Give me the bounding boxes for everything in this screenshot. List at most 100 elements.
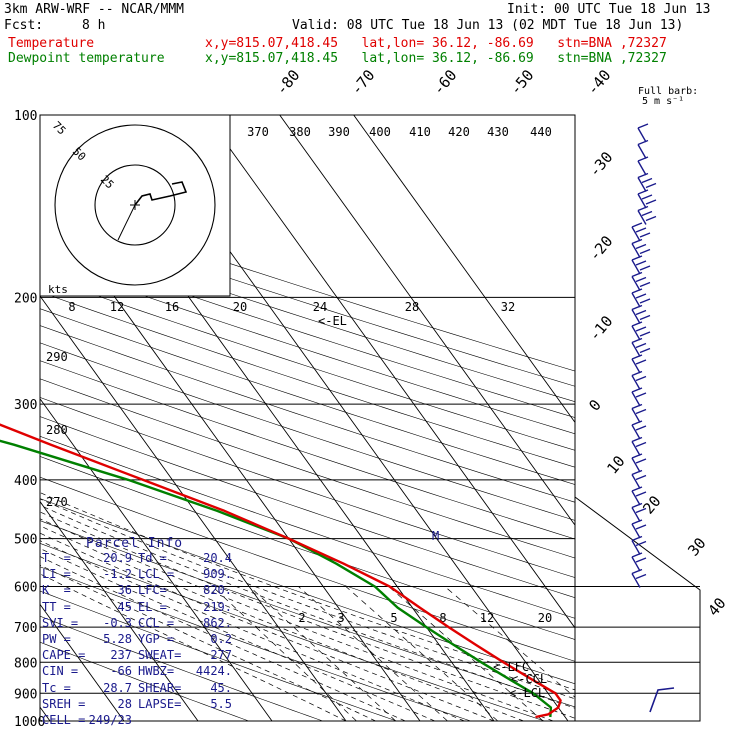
wind-barb xyxy=(631,271,651,291)
wind-barb-flag xyxy=(631,568,643,575)
parcel-info-title: Parcel Info xyxy=(86,536,184,551)
wind-barb-flag xyxy=(635,491,647,497)
dry-adiabat-line xyxy=(40,214,575,387)
parcel-info-row: CIN = -66 HWBZ= 4424. xyxy=(42,664,232,680)
dry-adiabat-line xyxy=(40,397,575,578)
wind-barb-flag xyxy=(631,387,643,393)
wind-barb-flag xyxy=(631,288,643,294)
wind-barb-staff xyxy=(631,226,641,242)
wind-barb-flag xyxy=(635,227,647,233)
dry-adiabat-line xyxy=(40,416,575,598)
plot-frame xyxy=(39,114,576,722)
wind-barb-flag xyxy=(637,156,649,162)
parcel-param-name: HWBZ= xyxy=(138,664,175,679)
dry-adiabat-line xyxy=(40,275,575,451)
wind-barb-flag xyxy=(639,314,651,321)
wind-barb-flag xyxy=(635,557,647,563)
moist-adiabat-line xyxy=(40,556,406,721)
surface-wind-barb xyxy=(649,687,675,713)
parcel-info-row: PW = 5.28 YGP = 0.2 xyxy=(42,632,232,648)
wind-barb-staff xyxy=(631,523,641,539)
wind-barb-staff xyxy=(631,490,641,506)
dry-adiabat-line xyxy=(40,615,323,721)
isotherm-label: 40 xyxy=(704,594,729,619)
parcel-info-row: CELL = 249/23 xyxy=(42,713,232,729)
dry-adiabat-line xyxy=(40,199,575,372)
wind-barb-flag xyxy=(635,309,647,316)
wind-barb-staff xyxy=(631,276,641,291)
dry-adiabat-line xyxy=(40,435,575,619)
speed-scale-label: 20 xyxy=(233,300,247,314)
parcel-param-name: LAPSE= xyxy=(138,696,182,711)
wind-barb xyxy=(631,568,647,588)
parcel-param-name: Td = xyxy=(138,551,167,565)
isotherm-line xyxy=(40,295,347,721)
wind-barb-flag xyxy=(631,552,643,558)
wind-barb-flag xyxy=(631,420,643,426)
wind-barb-staff xyxy=(631,309,641,324)
wind-barb-flag xyxy=(631,469,643,476)
theta-left-label: 270 xyxy=(46,495,68,509)
pressure-label: 200 xyxy=(14,291,37,306)
isotherm-line xyxy=(205,115,575,629)
parcel-param-name: PW = xyxy=(42,631,71,646)
wind-barb-flag xyxy=(631,354,643,360)
wind-barb-flag xyxy=(635,441,647,448)
wind-barb-flag xyxy=(637,123,649,129)
isotherm-line xyxy=(40,398,273,721)
barb-key-units: 5 m s⁻¹ xyxy=(642,96,684,107)
theta-left-label: 280 xyxy=(46,423,68,437)
isotherm-line xyxy=(279,115,575,526)
isotherm-label: -80 xyxy=(272,66,303,98)
isotherm-label: -50 xyxy=(506,66,537,98)
parcel-param-value: -66 xyxy=(110,664,132,679)
parcel-param-value: 249/23 xyxy=(88,712,132,727)
parcel-param-value: -1.2 xyxy=(103,567,132,582)
plot-extension-border xyxy=(574,496,701,722)
mixing-ratio-label: 3 xyxy=(337,611,344,625)
pressure-label: 400 xyxy=(14,474,37,489)
wind-barb-flag xyxy=(631,255,643,261)
parcel-param-value: 20.4 xyxy=(203,551,232,565)
wind-barb xyxy=(631,387,647,407)
wind-barb-flag xyxy=(635,392,647,398)
speed-scale-label: 16 xyxy=(165,300,179,314)
wind-barb-flag xyxy=(635,458,647,464)
speed-scale-label: 28 xyxy=(405,300,419,314)
wind-barb-flag xyxy=(635,359,647,365)
parcel-param-value: 20.9 xyxy=(103,551,132,565)
wind-barb-flag xyxy=(645,199,657,205)
parcel-param-name xyxy=(132,713,192,729)
isotherm-line xyxy=(40,500,199,721)
wind-barb-staff xyxy=(637,144,647,159)
isotherm-label: 0 xyxy=(585,396,605,414)
wind-barb-flag xyxy=(631,535,643,542)
ccl-marker: <-CCL xyxy=(511,672,547,686)
wind-barb-flag xyxy=(635,573,647,580)
hodograph-trace xyxy=(134,181,188,206)
init-time: Init: 00 UTC Tue 18 Jun 13 xyxy=(507,2,711,17)
parcel-param-value: 28.7 xyxy=(103,680,132,695)
parcel-info-row: Tc = 28.7 SHEAR= 45. xyxy=(42,681,232,697)
wind-barb-flag xyxy=(631,453,643,459)
dry-adiabat-line xyxy=(40,641,249,721)
parcel-info-row: K = 36 LFC= 820. xyxy=(42,583,232,599)
wind-barb-staff xyxy=(631,243,641,258)
wind-barb-staff xyxy=(631,573,641,588)
wind-barb-staff xyxy=(637,210,647,225)
wind-barb xyxy=(631,321,651,341)
wind-barb-flag xyxy=(637,205,649,212)
forecast-label: Fcst: xyxy=(4,18,44,33)
moist-adiabat-line xyxy=(40,518,554,721)
moist-adiabat-line xyxy=(40,573,347,721)
parcel-param-name: SWEAT= xyxy=(138,648,182,663)
wind-barb-flag xyxy=(635,425,647,431)
pressure-label: 700 xyxy=(14,621,37,636)
mixing-ratio-label: 20 xyxy=(538,611,552,625)
parcel-param-name: SVI = xyxy=(42,615,79,630)
wind-barb-staff xyxy=(631,424,641,440)
parcel-info-row: LI = -1.2 LCL = 909. xyxy=(42,567,232,583)
parcel-param-value: 45 xyxy=(117,599,132,614)
wind-barb-staff xyxy=(631,408,641,423)
wind-barb-staff xyxy=(637,160,647,176)
